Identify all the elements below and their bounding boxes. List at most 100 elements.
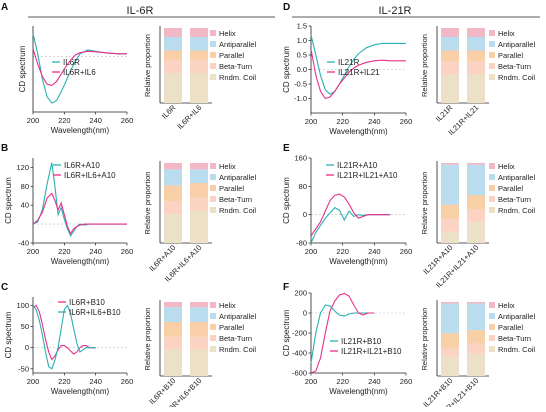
chart-b-y-axis-label: CD spectrum <box>4 177 13 224</box>
chart-d2-legend-label: Parallel <box>498 51 523 60</box>
chart-d2-bar-segment <box>441 61 459 75</box>
chart-c2-bar-segment <box>190 321 208 337</box>
chart-e-y-tick-label: 160 <box>294 154 307 163</box>
chart-d-y-tick-label: 1.5 <box>297 22 307 31</box>
chart-f2-bar-segment <box>441 303 459 334</box>
chart-b-x-tick-label: 260 <box>121 247 134 256</box>
chart-c2-bar-segment <box>164 349 182 376</box>
panel-letter-f: F <box>283 282 289 293</box>
chart-a-x-axis-label: Wavelength(nm) <box>51 126 110 135</box>
chart-e2-bar-segment <box>467 195 485 210</box>
chart-c-y-tick-label: 0 <box>25 343 29 352</box>
chart-d2-legend-label: Beta-Turn <box>498 62 531 71</box>
chart-a2-bar-segment <box>164 73 182 103</box>
chart-e2-bar-segment <box>441 204 459 219</box>
chart-d2-legend-swatch <box>489 74 495 80</box>
chart-b2-bar-segment <box>164 214 182 243</box>
chart-e-y-tick-label: -80 <box>296 239 307 248</box>
chart-a2-legend-label: Helix <box>219 29 236 38</box>
chart-e-legend-label: IL21R+A10 <box>337 161 378 170</box>
chart-f2-legend-swatch <box>489 346 495 352</box>
chart-e-x-tick-label: 260 <box>400 247 413 256</box>
chart-a2-category-label: IL6R <box>160 103 178 121</box>
chart-e2-legend-swatch <box>489 174 495 180</box>
chart-b-x-axis-label: Wavelength(nm) <box>51 257 110 266</box>
chart-e-x-tick-label: 220 <box>336 247 349 256</box>
chart-c2-legend-swatch <box>210 346 216 352</box>
chart-b2-bar-segment <box>164 163 182 170</box>
chart-d2-y-axis-label: Relative proportion <box>420 34 429 97</box>
chart-b2-legend-label: Beta-Turn <box>219 195 252 204</box>
chart-c-legend-label: IL6R+B10 <box>69 298 105 307</box>
chart-a2-bar-segment <box>190 50 208 60</box>
chart-a2-legend-swatch <box>210 74 216 80</box>
chart-e2-bar-segment <box>441 231 459 243</box>
chart-c2-legend-label: Antiparallel <box>219 312 256 321</box>
chart-b2-bar-segment <box>164 201 182 215</box>
chart-f2-bar-segment <box>441 347 459 357</box>
chart-d2-legend-label: Antiparallel <box>498 40 535 49</box>
chart-b2-bar-segment <box>190 163 208 170</box>
chart-d-x-tick-label: 220 <box>336 117 349 126</box>
panel-letter-a: A <box>1 2 8 13</box>
chart-a-x-tick-label: 200 <box>27 116 40 125</box>
chart-a2-legend-label: Antiparallel <box>219 40 256 49</box>
chart-c-y-tick-label: 100 <box>16 301 29 310</box>
chart-d2-legend-swatch <box>489 30 495 36</box>
chart-b2-bar-segment <box>190 197 208 211</box>
chart-c2-legend-swatch <box>210 324 216 330</box>
chart-d2-bar-segment <box>441 74 459 103</box>
panel-letter-d: D <box>283 2 290 13</box>
panel-letter-e: E <box>283 143 290 154</box>
chart-c2-legend-swatch <box>210 313 216 319</box>
chart-c2-legend-swatch <box>210 302 216 308</box>
chart-f-legend-label: IL21R+IL21+B10 <box>341 347 402 356</box>
chart-b-y-tick-label: 120 <box>16 163 29 172</box>
chart-a2-legend-swatch <box>210 52 216 58</box>
chart-e-x-axis-label: Wavelength(nm) <box>329 257 388 266</box>
chart-c2-bar-segment <box>190 307 208 322</box>
chart-b2-legend-label: Antiparallel <box>219 173 256 182</box>
chart-c-x-tick-label: 220 <box>58 377 71 386</box>
chart-c2-legend-swatch <box>210 335 216 341</box>
chart-d-legend-label: IL21R <box>338 58 360 67</box>
chart-f2-bar-segment <box>467 330 485 344</box>
chart-e-series-line <box>310 193 391 237</box>
chart-e2-bar-segment <box>467 222 485 243</box>
chart-d2-legend-swatch <box>489 52 495 58</box>
chart-b2-legend-swatch <box>210 174 216 180</box>
chart-e2-legend-label: Parallel <box>498 184 523 193</box>
chart-f2-bar-segment <box>441 333 459 348</box>
chart-f2-bar-segment <box>467 303 485 331</box>
chart-c-x-tick-label: 260 <box>121 377 134 386</box>
chart-e2-legend-label: Beta-Turn <box>498 195 531 204</box>
chart-e2-legend-swatch <box>489 207 495 213</box>
chart-a-x-tick-label: 260 <box>121 116 134 125</box>
chart-e-series-line <box>310 206 391 244</box>
chart-d2-legend-swatch <box>489 63 495 69</box>
chart-a2-bar-segment <box>164 37 182 51</box>
chart-d-y-tick-label: 0.5 <box>297 51 307 60</box>
chart-d-y-tick-label: -0.5 <box>294 80 307 89</box>
chart-c2-bar-segment <box>190 302 208 308</box>
chart-d-x-tick-label: 200 <box>305 117 318 126</box>
chart-e2-bar-segment <box>441 219 459 232</box>
chart-e-y-tick-label: 80 <box>299 182 307 191</box>
chart-d-y-tick-label: 0.0 <box>297 65 307 74</box>
chart-e2-bar-segment <box>467 164 485 195</box>
chart-f-y-tick-label: -400 <box>292 349 307 358</box>
chart-d2-bar-segment <box>441 50 459 62</box>
chart-c-x-tick-label: 240 <box>89 377 102 386</box>
chart-e-y-tick-label: 0 <box>303 210 307 219</box>
chart-c2-bar-segment <box>190 349 208 376</box>
chart-b2-legend-label: Parallel <box>219 184 244 193</box>
chart-d-series-line <box>310 49 406 100</box>
chart-f-legend-label: IL21R+B10 <box>341 337 382 346</box>
chart-a-legend-label: IL6R <box>63 58 80 67</box>
chart-a2-legend-swatch <box>210 30 216 36</box>
chart-d-series-line <box>310 34 406 95</box>
chart-f2-bar-segment <box>467 353 485 376</box>
chart-f2-legend-swatch <box>489 324 495 330</box>
chart-d2-bar-segment <box>467 28 485 37</box>
